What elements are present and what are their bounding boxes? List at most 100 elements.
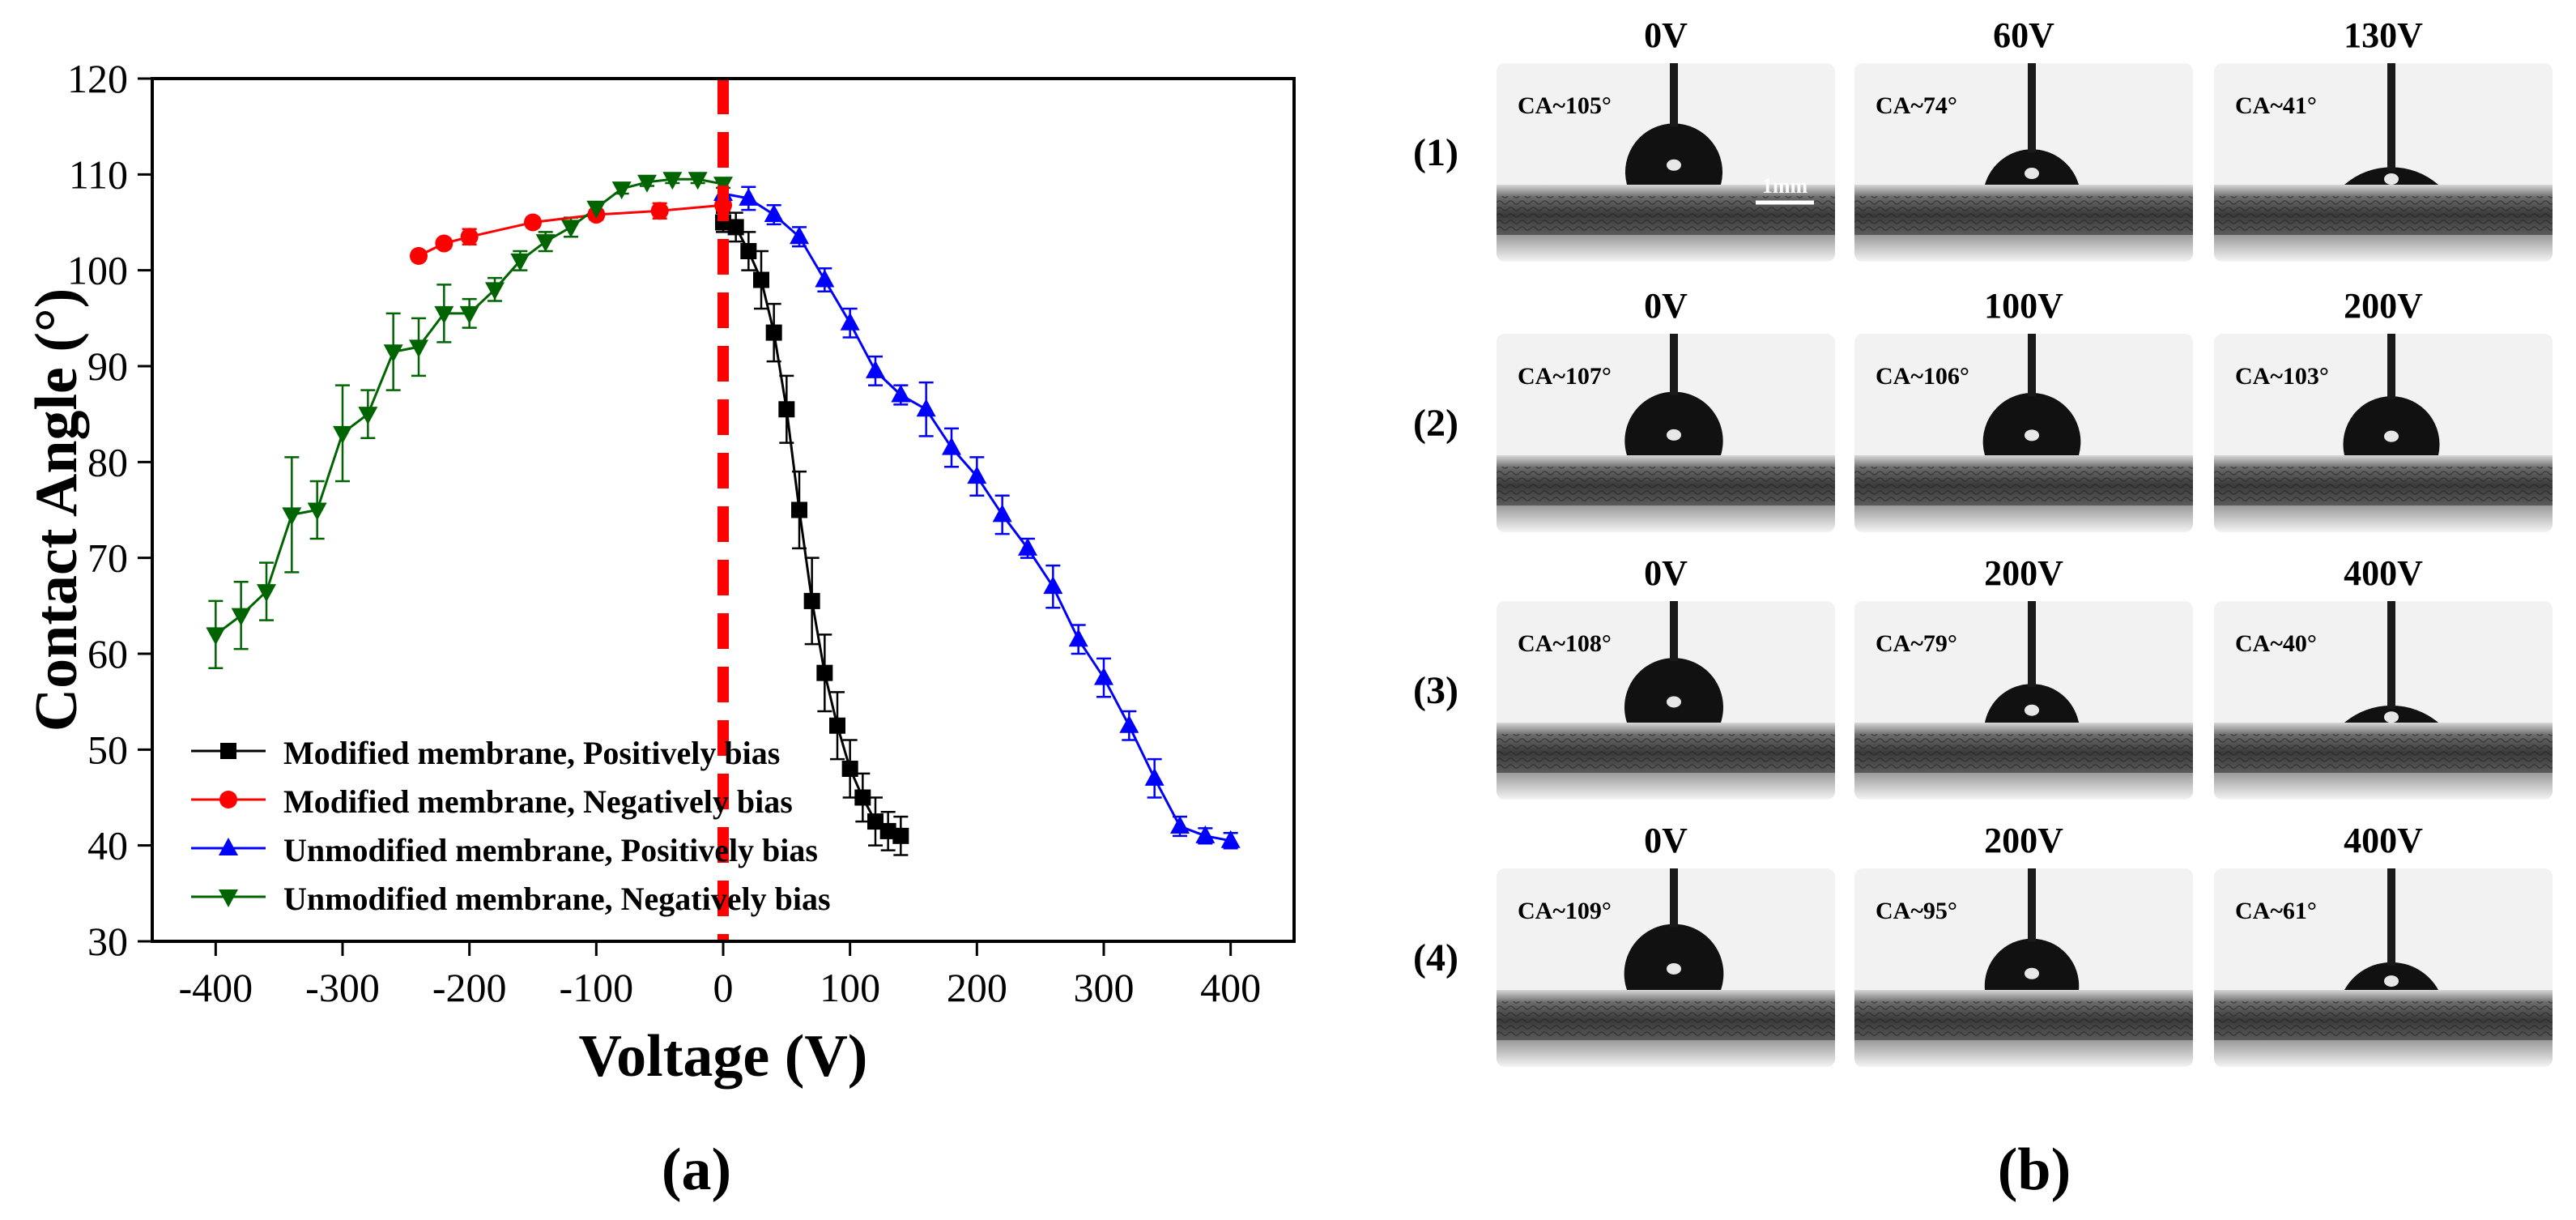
- data-point: [485, 282, 505, 301]
- droplet: [1984, 938, 2080, 990]
- data-point: [409, 339, 428, 358]
- data-point: [879, 822, 896, 839]
- data-point: [1144, 767, 1165, 786]
- data-point: [891, 384, 911, 403]
- data-point: [764, 204, 784, 223]
- droplet-highlight: [1667, 696, 1681, 708]
- droplet-photo: CA~108°: [1497, 601, 1835, 800]
- data-point: [840, 312, 860, 331]
- legend-marker: [219, 889, 238, 907]
- droplet-photo: CA~61°: [2214, 868, 2553, 1067]
- y-tick-label: 90: [87, 343, 128, 389]
- x-tick-label: -200: [432, 965, 507, 1010]
- droplet: [1624, 924, 1724, 990]
- y-axis-ticks: 30 40 50 60 70 80 90 100 110 120: [67, 56, 152, 964]
- data-point: [333, 425, 352, 444]
- voltage-label: 0V: [1644, 286, 1688, 326]
- substrate-texture: [2214, 734, 2553, 770]
- data-point: [790, 226, 809, 245]
- data-point: [829, 717, 845, 734]
- droplet: [2343, 396, 2440, 455]
- droplet-image-grid: (1) 0V CA~105° 1mm 60V CA~74° 130V CA~41° (2) 0V C…: [1413, 15, 2553, 1067]
- contact-angle-label: CA~41°: [2235, 92, 2317, 119]
- panel-b-label: (b): [1998, 1137, 2071, 1203]
- reflection: [1854, 505, 2193, 532]
- contact-angle-label: CA~103°: [2235, 363, 2329, 390]
- legend-entry: Modified membrane, Negatively bias: [283, 783, 793, 820]
- substrate-texture: [2214, 467, 2553, 502]
- row-label: (2): [1413, 402, 1458, 445]
- y-tick-label: 60: [87, 631, 128, 676]
- droplet-highlight: [1667, 159, 1681, 171]
- data-point: [1094, 667, 1113, 685]
- substrate-texture: [1497, 1001, 1835, 1037]
- needle: [1670, 601, 1678, 662]
- data-point: [816, 664, 833, 681]
- substrate-texture: [1854, 196, 2193, 232]
- droplet-photo: CA~105° 1mm: [1497, 63, 1835, 262]
- data-point: [892, 827, 909, 844]
- x-tick-label: 0: [713, 965, 734, 1010]
- reflection: [2214, 235, 2553, 262]
- row-label: (4): [1413, 936, 1458, 979]
- needle: [2028, 868, 2036, 942]
- legend-entry: Unmodified membrane, Negatively bias: [283, 881, 831, 917]
- data-point: [992, 504, 1012, 523]
- droplet-highlight: [1667, 429, 1681, 441]
- voltage-label: 60V: [1993, 15, 2054, 55]
- droplet-highlight: [2025, 967, 2039, 979]
- x-axis-ticks: -400 -300 -200 -100 0 100 200 300 400: [179, 941, 1261, 1010]
- data-point: [524, 213, 542, 232]
- voltage-label: 0V: [1644, 821, 1688, 860]
- data-point: [561, 220, 581, 238]
- row-label: (3): [1413, 669, 1458, 712]
- needle: [1670, 63, 1678, 127]
- data-point: [231, 608, 251, 626]
- y-tick-label: 120: [67, 56, 128, 101]
- needle: [1670, 334, 1678, 395]
- substrate-texture: [2214, 1001, 2553, 1037]
- substrate-texture: [1854, 734, 2193, 770]
- x-tick-label: 200: [947, 965, 1007, 1010]
- data-point: [383, 344, 403, 363]
- data-point: [358, 407, 378, 425]
- substrate-texture: [1497, 467, 1835, 502]
- data-point: [739, 187, 759, 206]
- droplet: [1624, 391, 1723, 455]
- data-point: [637, 174, 657, 193]
- y-tick-label: 100: [67, 248, 128, 293]
- x-tick-label: 300: [1074, 965, 1135, 1010]
- droplet-highlight: [2025, 704, 2039, 716]
- reflection: [1854, 235, 2193, 262]
- contact-angle-chart: -400 -300 -200 -100 0 100 200 300 400 30 40 50 60 70…: [23, 56, 1296, 1090]
- droplet-highlight: [2025, 168, 2039, 180]
- data-point: [1068, 629, 1088, 647]
- data-point: [841, 761, 858, 777]
- substrate-texture: [2214, 196, 2553, 232]
- data-point: [1119, 715, 1139, 733]
- y-axis-label: Contact Angle (°): [23, 288, 90, 732]
- y-tick-label: 40: [87, 823, 128, 868]
- data-point: [282, 507, 302, 526]
- needle: [1670, 868, 1678, 928]
- droplet-highlight: [2025, 429, 2039, 442]
- y-tick-label: 70: [87, 535, 128, 581]
- reflection: [1497, 773, 1835, 800]
- data-point: [1018, 537, 1037, 556]
- needle: [2387, 334, 2395, 400]
- droplet-highlight: [2384, 173, 2399, 186]
- y-tick-label: 50: [87, 727, 128, 772]
- legend-marker: [219, 838, 238, 855]
- needle: [2028, 601, 2036, 688]
- data-point: [803, 592, 820, 609]
- voltage-label: 130V: [2344, 15, 2423, 55]
- droplet-photo: CA~109°: [1497, 868, 1835, 1067]
- legend-marker: [220, 743, 236, 759]
- voltage-label: 200V: [1984, 553, 2063, 593]
- reflection: [1497, 1040, 1835, 1067]
- data-point: [753, 271, 769, 288]
- needle: [2387, 63, 2395, 171]
- voltage-label: 400V: [2344, 553, 2423, 593]
- droplet: [1624, 123, 1723, 185]
- data-point: [307, 502, 327, 521]
